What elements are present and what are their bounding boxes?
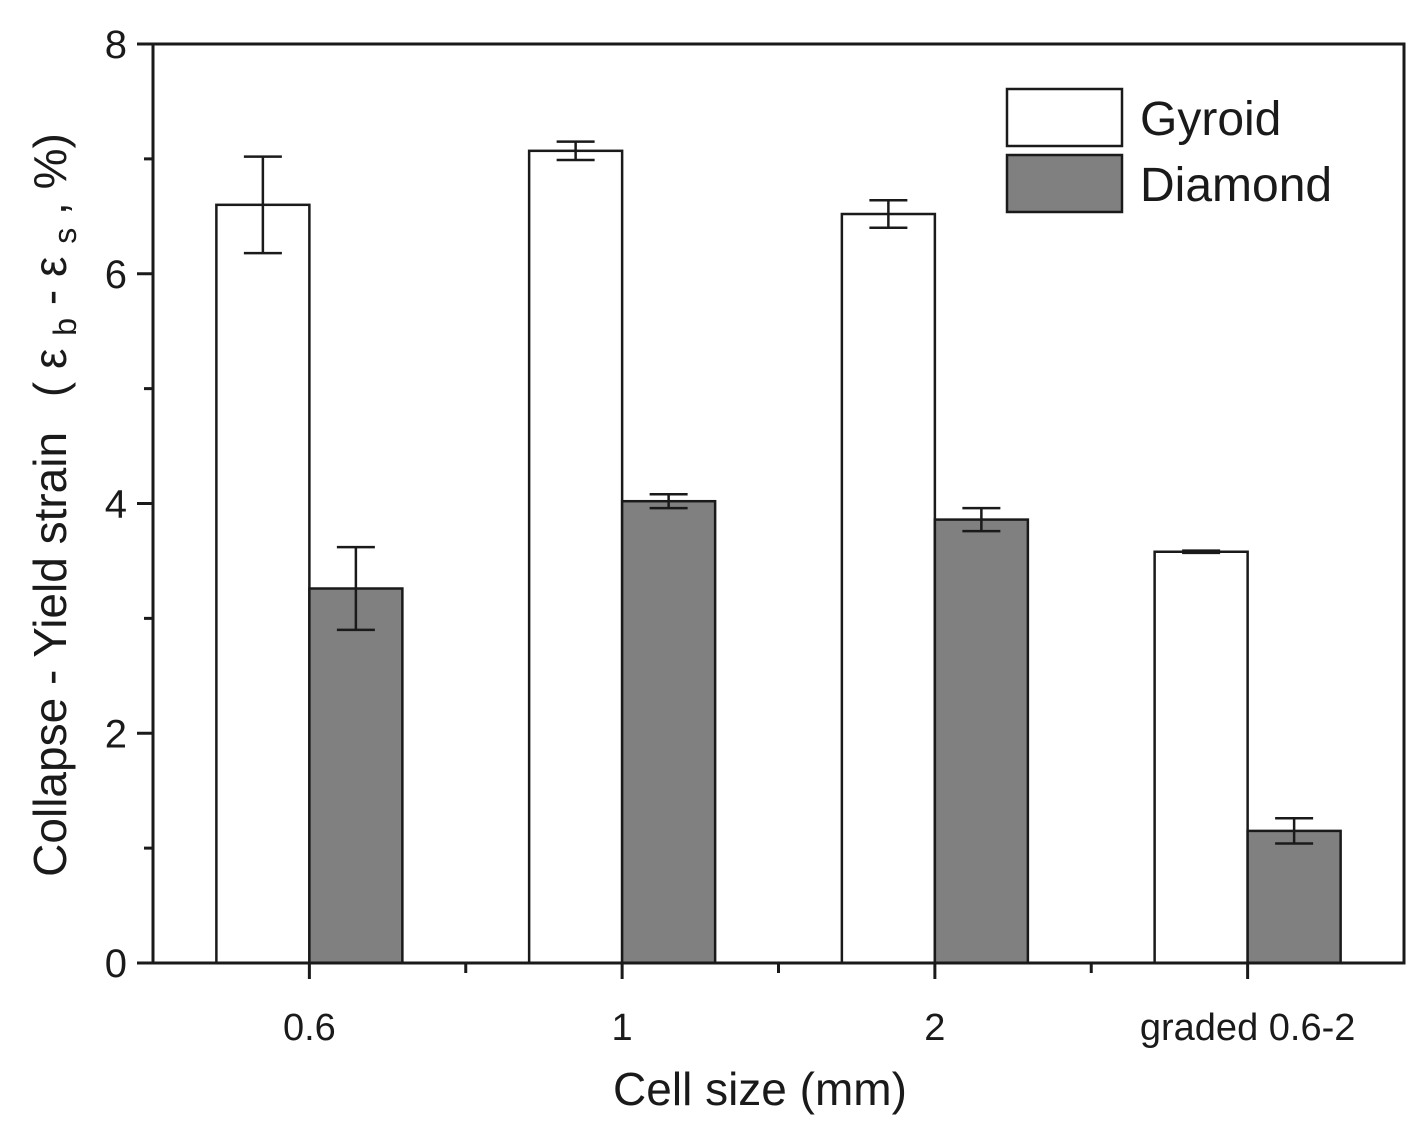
bar-gyroid-1 — [527, 149, 624, 965]
y-tick-label-2: 4 — [105, 483, 127, 527]
x-tick-label-3: graded 0.6-2 — [1140, 1007, 1356, 1049]
y-tick-label-0: 0 — [105, 942, 127, 986]
x-tick-label-1: 1 — [612, 1007, 633, 1049]
bar-gyroid-0 — [215, 203, 311, 965]
legend-swatch-diamond — [1005, 153, 1124, 214]
y-axis-title: Collapse - Yield strain ( ε b - ε s , %) — [24, 133, 86, 877]
x-tick-label-2: 2 — [924, 1007, 945, 1049]
y-axis-title-epsilon-s: ε — [24, 257, 76, 278]
legend-label-gyroid: Gyroid — [1140, 93, 1281, 146]
error-bars-layer — [243, 140, 1314, 845]
y-tick-label-4: 8 — [105, 23, 127, 67]
y-axis-title-open: ( — [24, 381, 76, 397]
legend: Gyroid Diamond — [1005, 87, 1332, 214]
y-axis-title-sub-b: b — [47, 318, 83, 336]
y-tick-label-1: 2 — [105, 712, 127, 756]
y-axis-title-sub-s: s — [47, 228, 83, 244]
y-axis-title-main: Collapse - Yield strain — [24, 432, 76, 877]
bar-diamond-0 — [308, 587, 404, 965]
y-axis-title-dash: - — [24, 277, 76, 305]
axes-layer: 0.6 1 2 graded 0.6-2 0 2 4 6 8 — [105, 23, 1406, 1049]
bar-gyroid-2 — [840, 212, 937, 965]
x-tick-label-0: 0.6 — [283, 1007, 336, 1049]
y-axis-title-epsilon-b: ε — [24, 349, 76, 370]
bars-layer — [215, 149, 1342, 965]
bar-diamond-3 — [1246, 829, 1342, 965]
y-tick-label-3: 6 — [105, 253, 127, 297]
x-axis-title: Cell size (mm) — [613, 1063, 907, 1115]
bar-gyroid-3 — [1153, 550, 1249, 965]
y-axis-title-tail: , %) — [24, 133, 76, 215]
legend-swatch-gyroid — [1005, 87, 1124, 148]
bar-diamond-2 — [933, 518, 1030, 965]
legend-label-diamond: Diamond — [1140, 159, 1332, 212]
bar-diamond-1 — [620, 499, 717, 965]
